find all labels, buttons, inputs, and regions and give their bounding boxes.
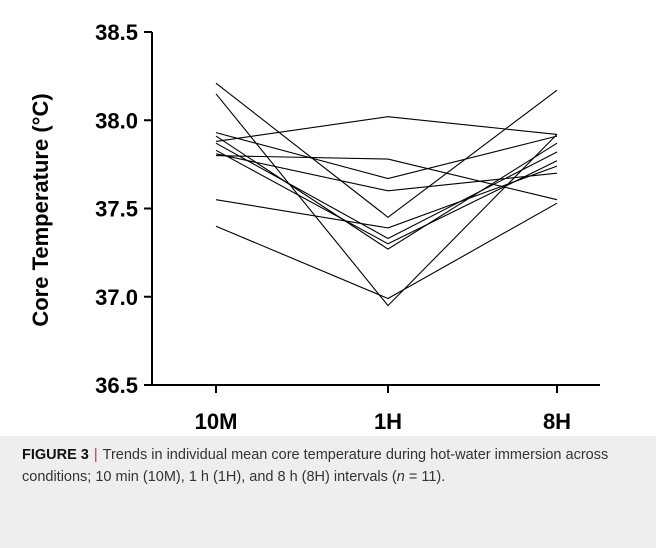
figure-caption: FIGURE 3 | Trends in individual mean core … xyxy=(22,444,638,488)
y-tick-label: 37.5 xyxy=(95,197,138,222)
caption-n-symbol: n xyxy=(396,469,405,485)
y-tick-label: 38.0 xyxy=(95,108,138,133)
x-tick-label: 8H xyxy=(543,409,571,434)
series-line xyxy=(215,82,558,218)
series-line xyxy=(215,116,558,142)
y-tick-label: 38.5 xyxy=(95,20,138,45)
caption-label: FIGURE 3 xyxy=(22,447,89,463)
series-line xyxy=(215,142,558,240)
series-layer xyxy=(215,82,558,307)
series-line xyxy=(215,149,558,245)
y-axis-title: Core Temperature (°C) xyxy=(28,93,53,326)
caption-n-value: = 11). xyxy=(404,469,446,485)
series-line xyxy=(215,93,558,307)
series-line xyxy=(215,135,558,250)
x-tick-label: 10M xyxy=(195,409,238,434)
y-tick-label: 36.5 xyxy=(95,373,138,398)
series-line xyxy=(215,165,558,229)
caption-text: Trends in individual mean core temperatu… xyxy=(22,447,609,485)
x-tick-label: 1H xyxy=(374,409,402,434)
line-chart: 36.5 37.0 37.5 38.0 38.5 10M 1H 8H Core Tempera… xyxy=(28,20,600,434)
series-line xyxy=(215,132,558,180)
ticks-layer: 36.5 37.0 37.5 38.0 38.5 10M 1H 8H xyxy=(95,20,571,434)
caption-box: FIGURE 3 | Trends in individual mean core … xyxy=(0,436,656,548)
caption-separator: | xyxy=(93,447,98,463)
series-line xyxy=(215,153,558,192)
series-line xyxy=(215,202,558,300)
y-tick-label: 37.0 xyxy=(95,285,138,310)
